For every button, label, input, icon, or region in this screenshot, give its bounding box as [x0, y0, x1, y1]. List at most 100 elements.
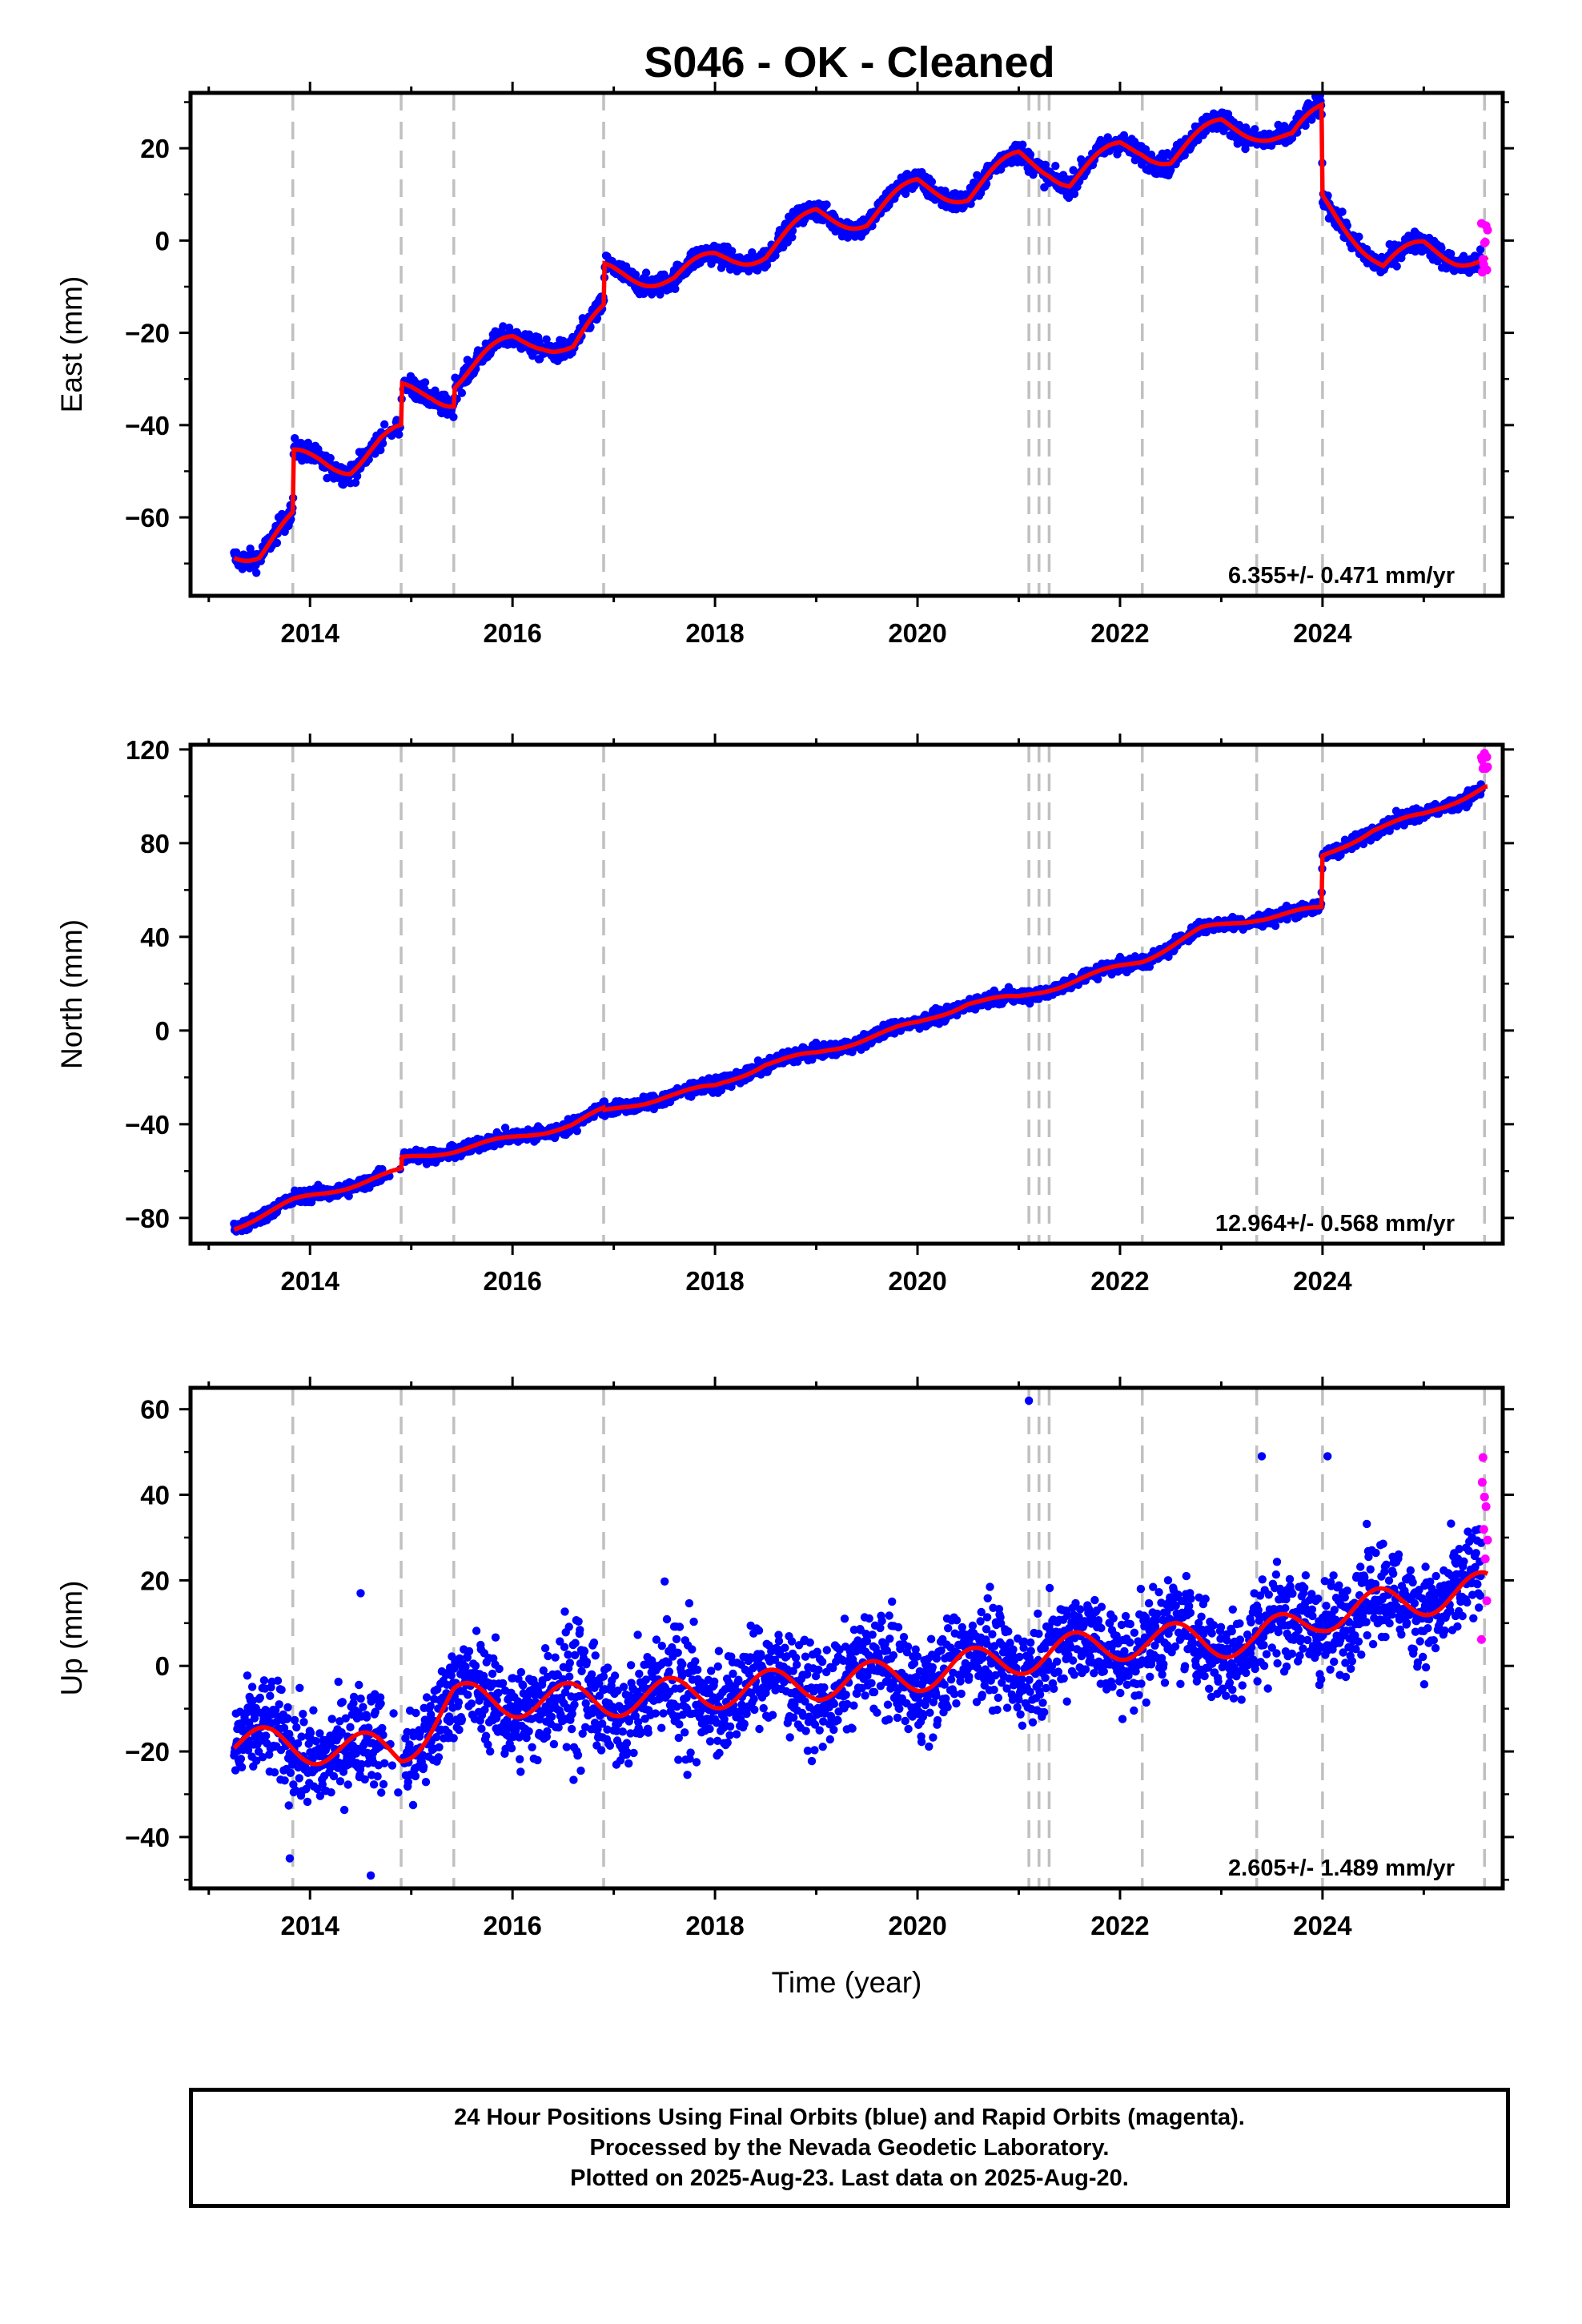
y-tick-label-north: −40	[125, 1110, 170, 1140]
panel-up: 2014 2016 2018 2020 2022 2024−40−200204060Up …	[55, 1377, 1514, 1999]
final-orbit-point	[631, 270, 640, 279]
final-orbit-point	[352, 472, 362, 480]
y-tick-label-north: 80	[140, 829, 170, 858]
y-tick-label-east: 0	[155, 226, 170, 255]
final-orbit-point	[380, 1759, 389, 1767]
final-orbit-point	[262, 1731, 271, 1740]
plot-area-east	[230, 93, 1492, 596]
x-tick-label-north: 2022	[1090, 1266, 1149, 1296]
final-orbit-point	[379, 1779, 388, 1789]
final-orbit-point	[600, 1097, 609, 1106]
y-tick-label-east: −40	[125, 411, 170, 440]
final-orbit-point	[504, 324, 514, 332]
final-orbit-point	[266, 1691, 275, 1700]
final-orbit-points-up	[230, 1396, 1486, 1880]
rapid-orbit-points-east	[1476, 219, 1492, 277]
final-orbit-point	[419, 1763, 428, 1771]
final-orbit-point	[1180, 151, 1189, 159]
final-orbit-point	[454, 1698, 464, 1707]
rapid-orbit-points-north	[1476, 749, 1492, 774]
final-orbit-point	[412, 1708, 420, 1718]
final-orbit-point	[411, 1771, 420, 1781]
final-orbit-point	[728, 247, 737, 255]
figure-title: S046 - OK - Cleaned	[644, 38, 1054, 86]
final-orbit-point	[395, 430, 404, 439]
final-orbit-point	[927, 177, 937, 187]
final-orbit-point	[284, 1801, 293, 1810]
velocity-rate-north: 12.964+/- 0.568 mm/yr	[1215, 1211, 1455, 1236]
final-orbit-point	[389, 1709, 398, 1718]
final-orbit-point	[1476, 245, 1485, 254]
rapid-orbit-point	[1483, 225, 1492, 235]
panel-east: 2014 2016 2018 2020 2022 2024−60−40−20020East…	[55, 82, 1514, 648]
final-orbit-point	[464, 1647, 474, 1656]
x-tick-label-east: 2018	[685, 618, 744, 648]
final-orbit-point	[464, 1691, 472, 1699]
final-orbit-point	[243, 1671, 252, 1680]
x-tick-label-east: 2014	[281, 618, 340, 648]
rapid-orbit-point	[1482, 752, 1492, 762]
final-orbit-point	[1447, 249, 1456, 259]
final-orbit-point	[338, 1698, 347, 1707]
final-orbit-point	[449, 1734, 458, 1743]
final-orbit-point	[455, 1725, 464, 1735]
final-orbit-point	[292, 1723, 301, 1732]
final-orbit-point	[309, 1706, 318, 1715]
final-orbit-point	[1201, 127, 1211, 136]
final-orbit-point	[299, 1710, 307, 1719]
y-tick-label-north: −80	[125, 1204, 170, 1233]
final-orbit-point	[255, 1693, 264, 1703]
final-orbit-point	[356, 1694, 365, 1703]
final-orbit-point	[326, 453, 335, 463]
final-orbit-point	[270, 1768, 279, 1777]
final-orbit-point	[421, 1778, 431, 1787]
x-tick-label-north: 2018	[685, 1266, 744, 1296]
final-orbit-point	[311, 1737, 320, 1746]
final-orbit-point	[457, 388, 467, 397]
final-orbit-point	[788, 233, 797, 242]
final-orbit-point	[404, 1778, 412, 1787]
final-orbit-point	[295, 1683, 304, 1692]
final-orbit-point	[277, 1685, 286, 1695]
final-orbit-point	[303, 1797, 312, 1807]
final-orbit-point	[1051, 162, 1060, 171]
x-tick-label-north: 2020	[888, 1266, 946, 1296]
final-orbit-point	[435, 1743, 444, 1751]
final-orbit-point	[822, 200, 831, 209]
final-orbit-point	[1355, 232, 1363, 241]
plot-area-up	[230, 1388, 1492, 1888]
final-orbit-point	[1251, 125, 1259, 134]
y-tick-label-east: 20	[140, 134, 170, 163]
panel-frame-north	[188, 742, 1505, 1246]
x-tick-label-north: 2016	[483, 1266, 541, 1296]
final-orbit-point	[335, 1777, 345, 1786]
final-orbit-point	[290, 1715, 299, 1725]
final-orbit-point	[377, 1788, 386, 1797]
final-orbit-point	[1307, 115, 1316, 124]
final-orbit-point	[344, 1192, 353, 1200]
final-orbit-point	[252, 569, 261, 577]
final-orbit-points-north	[230, 780, 1486, 1236]
final-orbit-point	[299, 1718, 308, 1727]
final-orbit-point	[295, 1774, 303, 1783]
final-orbit-point	[572, 1127, 581, 1136]
final-orbit-point	[671, 284, 680, 293]
final-orbit-point	[247, 1683, 257, 1691]
final-orbit-point	[237, 1763, 247, 1771]
final-orbit-point	[1338, 207, 1347, 216]
panel-frame-east	[188, 90, 1505, 598]
final-orbit-point	[376, 445, 385, 455]
rapid-orbit-point	[1482, 265, 1492, 275]
final-orbit-point	[355, 1680, 363, 1690]
final-orbit-point	[236, 1755, 246, 1763]
final-orbit-point	[1041, 160, 1050, 169]
final-orbit-point	[449, 412, 458, 421]
final-orbit-point	[343, 1780, 352, 1789]
x-tick-label-north: 2014	[281, 1266, 340, 1296]
model-fit-line-east	[233, 101, 1489, 564]
x-tick-label-east: 2022	[1090, 618, 1149, 648]
y-tick-label-north: 40	[140, 923, 170, 952]
final-orbit-point	[334, 1677, 343, 1687]
final-orbit-points-east	[230, 93, 1486, 577]
